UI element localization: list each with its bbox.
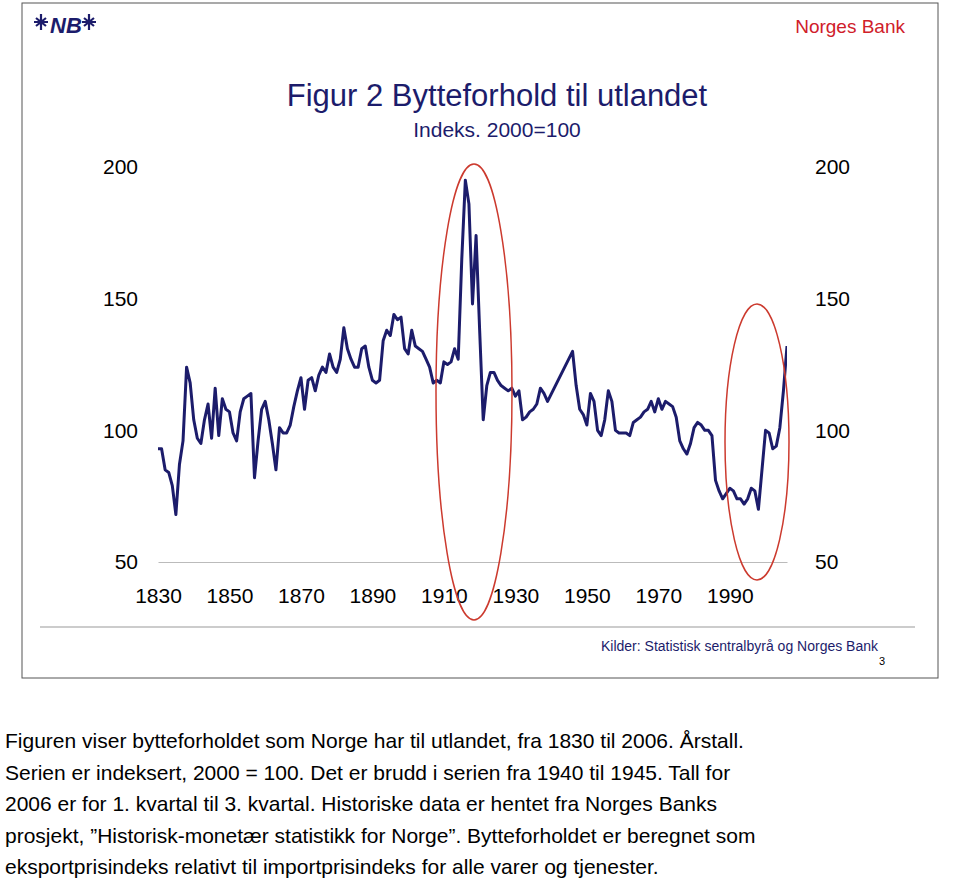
tick-label: 1910 — [421, 584, 468, 607]
axis-line — [155, 168, 156, 563]
tick: 1970 — [635, 562, 682, 607]
logo-ornament — [34, 14, 48, 30]
source: Kilder: Statistisk sentralbyrå og Norges… — [601, 638, 879, 654]
tick-label: 50 — [115, 550, 138, 573]
y2-axis: 50 100 150 200 — [792, 155, 850, 573]
tick-label: 1970 — [635, 584, 682, 607]
tick-label: 150 — [815, 287, 850, 310]
subtitle: Indeks. 2000=100 — [413, 118, 581, 141]
tick: 150 — [103, 287, 155, 310]
page: NB Norges Bank Figur 2 Bytteforhold til ut… — [0, 0, 960, 887]
highlight-ellipse — [725, 304, 789, 580]
tick: 1910 — [421, 562, 468, 607]
tick: 1930 — [493, 562, 540, 607]
caption-line: 2006 er for 1. kvartal til 3. kvartal. H… — [5, 792, 717, 815]
tick-label: 1890 — [350, 584, 397, 607]
tick: 1870 — [278, 562, 325, 607]
tick-label: 100 — [103, 419, 138, 442]
publisher: Norges Bank — [795, 16, 905, 37]
logo: NB — [34, 13, 96, 38]
tick-label: 50 — [815, 550, 838, 573]
tick: 200 — [103, 155, 155, 178]
caption-line: Serien er indeksert, 2000 = 100. Det er … — [5, 761, 730, 784]
title: Figur 2 Bytteforhold til utlandet — [287, 78, 708, 113]
tick: 100 — [792, 419, 850, 442]
tick-label: 1950 — [564, 584, 611, 607]
tick: 50 — [792, 550, 838, 573]
separator — [40, 627, 915, 628]
tick-label: 200 — [815, 155, 850, 178]
tick: 150 — [792, 287, 850, 310]
tick: 200 — [792, 155, 850, 178]
tick: 50 — [115, 550, 155, 573]
tick-label: 1830 — [135, 584, 182, 607]
tick-label: 200 — [103, 155, 138, 178]
slide-frame — [22, 3, 938, 678]
tick: 1890 — [350, 562, 397, 607]
tick-label: 1930 — [493, 584, 540, 607]
tick-label: 1870 — [278, 584, 325, 607]
tick-label: 100 — [815, 419, 850, 442]
caption-line: prosjekt, ”Historisk-monetær statistikk … — [5, 824, 755, 847]
axis-line — [792, 168, 793, 563]
caption-line: eksportprisindeks relativt til importpri… — [5, 855, 659, 878]
tick: 100 — [103, 419, 155, 442]
tick: 1950 — [564, 562, 611, 607]
axis-line — [159, 562, 788, 563]
tick-label: 1850 — [207, 584, 254, 607]
highlight-ellipse — [436, 164, 512, 620]
logo-ornament — [82, 14, 96, 30]
tick: 1990 — [707, 562, 754, 607]
tick: 1830 — [135, 562, 182, 607]
x-axis: 1830 1850 1870 1890 1910 1930 1950 1970 1990 — [135, 562, 787, 607]
data-line — [158, 180, 787, 514]
tick-label: 150 — [103, 287, 138, 310]
plot-area — [158, 180, 787, 514]
y-axis: 50 100 150 200 — [103, 155, 156, 573]
tick-label: 1990 — [707, 584, 754, 607]
tick: 1850 — [207, 562, 254, 607]
page-number: 3 — [879, 655, 885, 667]
caption-line: Figuren viser bytteforholdet som Norge h… — [5, 729, 744, 752]
logo-text: NB — [50, 13, 82, 38]
